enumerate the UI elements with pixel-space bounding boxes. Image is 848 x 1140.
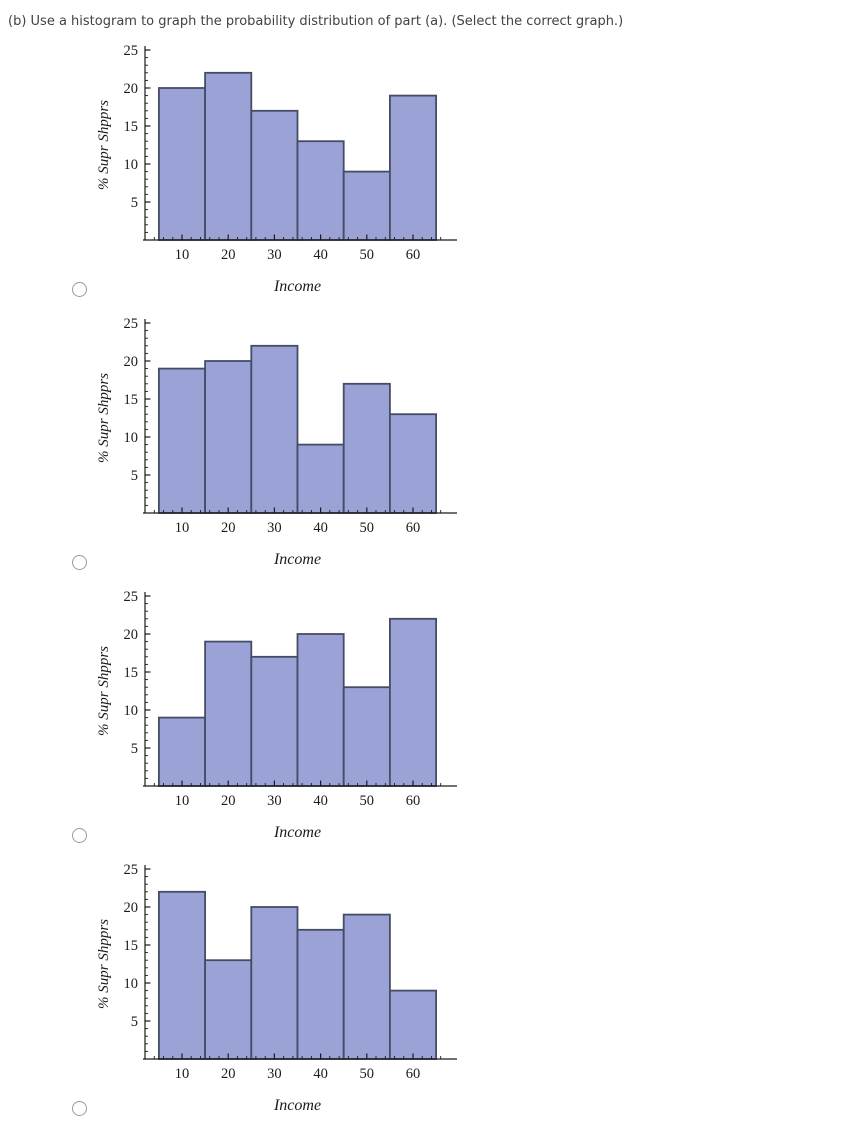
x-tick-label: 20 — [221, 793, 236, 809]
y-tick-label: 25 — [124, 316, 139, 332]
y-axis-label: % Supr Shpprs — [96, 919, 112, 1009]
x-tick-label: 50 — [360, 520, 375, 536]
x-tick-label: 20 — [221, 247, 236, 263]
histogram-bar — [296, 633, 345, 787]
histogram-bar — [342, 913, 391, 1060]
histogram-bar — [296, 443, 345, 514]
y-tick-label: 20 — [124, 354, 139, 370]
y-tick-label: 5 — [131, 468, 138, 484]
x-tick-label: 60 — [406, 793, 421, 809]
x-tick-label: 10 — [175, 520, 190, 536]
x-tick-label: 50 — [360, 247, 375, 263]
x-tick-label: 50 — [360, 1066, 375, 1082]
histogram-bar — [204, 360, 253, 514]
option-radio-button-1[interactable] — [72, 282, 87, 297]
histogram-bar — [158, 890, 207, 1060]
y-tick-label: 5 — [131, 741, 138, 757]
y-tick-label: 25 — [124, 862, 139, 878]
histogram-bar — [250, 655, 299, 787]
histogram-option-4: 5 10 15 20 25 10 20 30 40 50 60 Income % Supr Shpprs — [60, 862, 480, 1124]
histogram-option-2: 5 10 15 20 25 10 20 30 40 50 60 Income % Supr Shpprs — [60, 316, 480, 578]
option-radio-button-3[interactable] — [72, 828, 87, 843]
x-tick-label: 10 — [175, 247, 190, 263]
histogram-bar — [204, 640, 253, 787]
histogram-bar — [158, 716, 207, 787]
y-tick-label: 15 — [124, 119, 139, 135]
x-tick-label: 40 — [313, 247, 328, 263]
histogram-chart: 5 10 15 20 25 10 20 30 40 50 60 Income % Supr Shpprs — [96, 862, 457, 1114]
histogram-bar — [388, 989, 437, 1060]
y-tick-label: 15 — [124, 392, 139, 408]
y-axis-label: % Supr Shpprs — [96, 646, 112, 736]
histogram-bar — [250, 906, 299, 1060]
histogram-bar — [296, 140, 345, 241]
x-axis-label: Income — [273, 278, 321, 295]
x-axis-label: Income — [273, 551, 321, 568]
histogram-bar — [250, 344, 299, 514]
histogram-bar — [342, 170, 391, 241]
histogram-option-3: 5 10 15 20 25 10 20 30 40 50 60 Income % Supr Shpprs — [60, 589, 480, 851]
x-tick-label: 50 — [360, 793, 375, 809]
y-tick-label: 10 — [124, 430, 139, 446]
y-tick-label: 20 — [124, 900, 139, 916]
x-tick-label: 60 — [406, 247, 421, 263]
histogram-option-1: 5 10 15 20 25 10 20 30 40 50 60 Income % Supr Shpprs — [60, 43, 480, 305]
x-tick-label: 40 — [313, 520, 328, 536]
x-tick-label: 40 — [313, 793, 328, 809]
histogram-chart: 5 10 15 20 25 10 20 30 40 50 60 Income % Supr Shpprs — [96, 316, 457, 568]
y-tick-label: 10 — [124, 157, 139, 173]
x-axis-label: Income — [273, 1097, 321, 1114]
histogram-bar — [158, 367, 207, 514]
y-tick-label: 5 — [131, 1014, 138, 1030]
histogram-bar — [204, 959, 253, 1060]
y-tick-label: 20 — [124, 627, 139, 643]
x-tick-label: 10 — [175, 793, 190, 809]
histogram-bar — [388, 94, 437, 241]
y-tick-label: 25 — [124, 43, 139, 59]
y-tick-label: 5 — [131, 195, 138, 211]
y-axis-label: % Supr Shpprs — [96, 373, 112, 463]
question-text: (b) Use a histogram to graph the probabi… — [8, 14, 624, 29]
option-radio-button-4[interactable] — [72, 1101, 87, 1116]
x-tick-label: 20 — [221, 520, 236, 536]
y-tick-label: 10 — [124, 703, 139, 719]
histogram-bar — [296, 928, 345, 1060]
x-tick-label: 40 — [313, 1066, 328, 1082]
option-radio-button-2[interactable] — [72, 555, 87, 570]
histogram-bar — [342, 382, 391, 514]
x-tick-label: 30 — [267, 793, 282, 809]
x-tick-label: 30 — [267, 247, 282, 263]
x-tick-label: 20 — [221, 1066, 236, 1082]
x-tick-label: 60 — [406, 1066, 421, 1082]
histogram-bar — [388, 617, 437, 787]
histogram-chart: 5 10 15 20 25 10 20 30 40 50 60 Income % Supr Shpprs — [96, 589, 457, 841]
y-tick-label: 15 — [124, 938, 139, 954]
y-tick-label: 20 — [124, 81, 139, 97]
histogram-bar — [158, 87, 207, 241]
y-axis-label: % Supr Shpprs — [96, 100, 112, 190]
x-tick-label: 10 — [175, 1066, 190, 1082]
histogram-bar — [250, 109, 299, 241]
x-tick-label: 30 — [267, 520, 282, 536]
x-axis-label: Income — [273, 824, 321, 841]
x-tick-label: 30 — [267, 1066, 282, 1082]
y-tick-label: 25 — [124, 589, 139, 605]
y-tick-label: 15 — [124, 665, 139, 681]
histogram-chart: 5 10 15 20 25 10 20 30 40 50 60 Income % Supr Shpprs — [96, 43, 457, 295]
y-tick-label: 10 — [124, 976, 139, 992]
x-tick-label: 60 — [406, 520, 421, 536]
histogram-bar — [204, 71, 253, 241]
histogram-bar — [342, 686, 391, 787]
histogram-bar — [388, 413, 437, 514]
